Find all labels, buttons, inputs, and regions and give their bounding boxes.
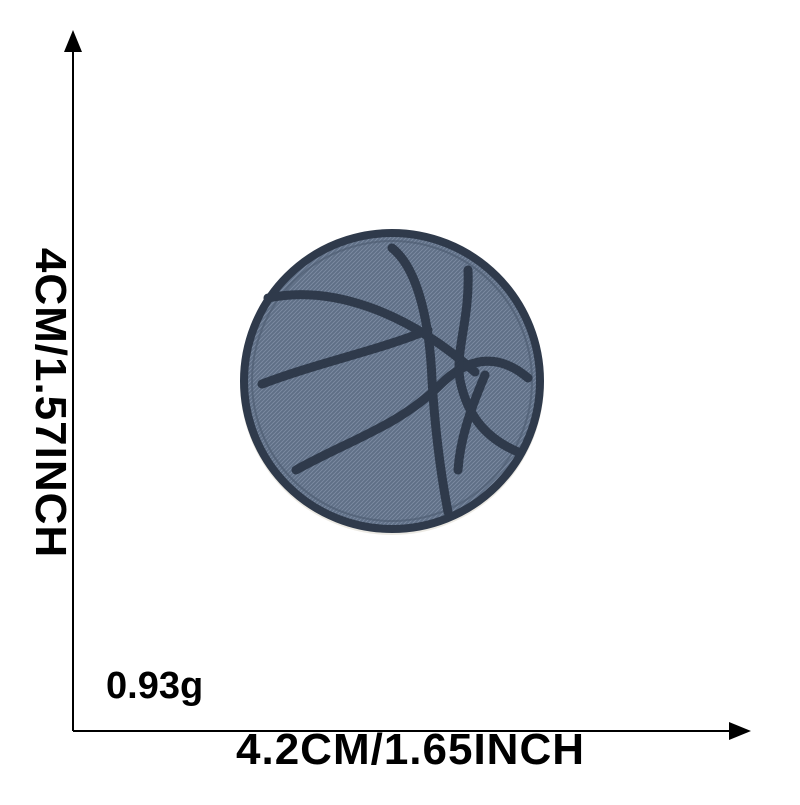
basketball-patch: [240, 229, 544, 535]
width-dimension-label: 4.2CM/1.65INCH: [236, 725, 586, 774]
weight-label: 0.93g: [106, 665, 204, 707]
vertical-axis-arrow-icon: [64, 30, 82, 52]
height-dimension-label: 4CM/1.57INCH: [26, 247, 75, 559]
horizontal-axis-arrow-icon: [729, 722, 751, 740]
